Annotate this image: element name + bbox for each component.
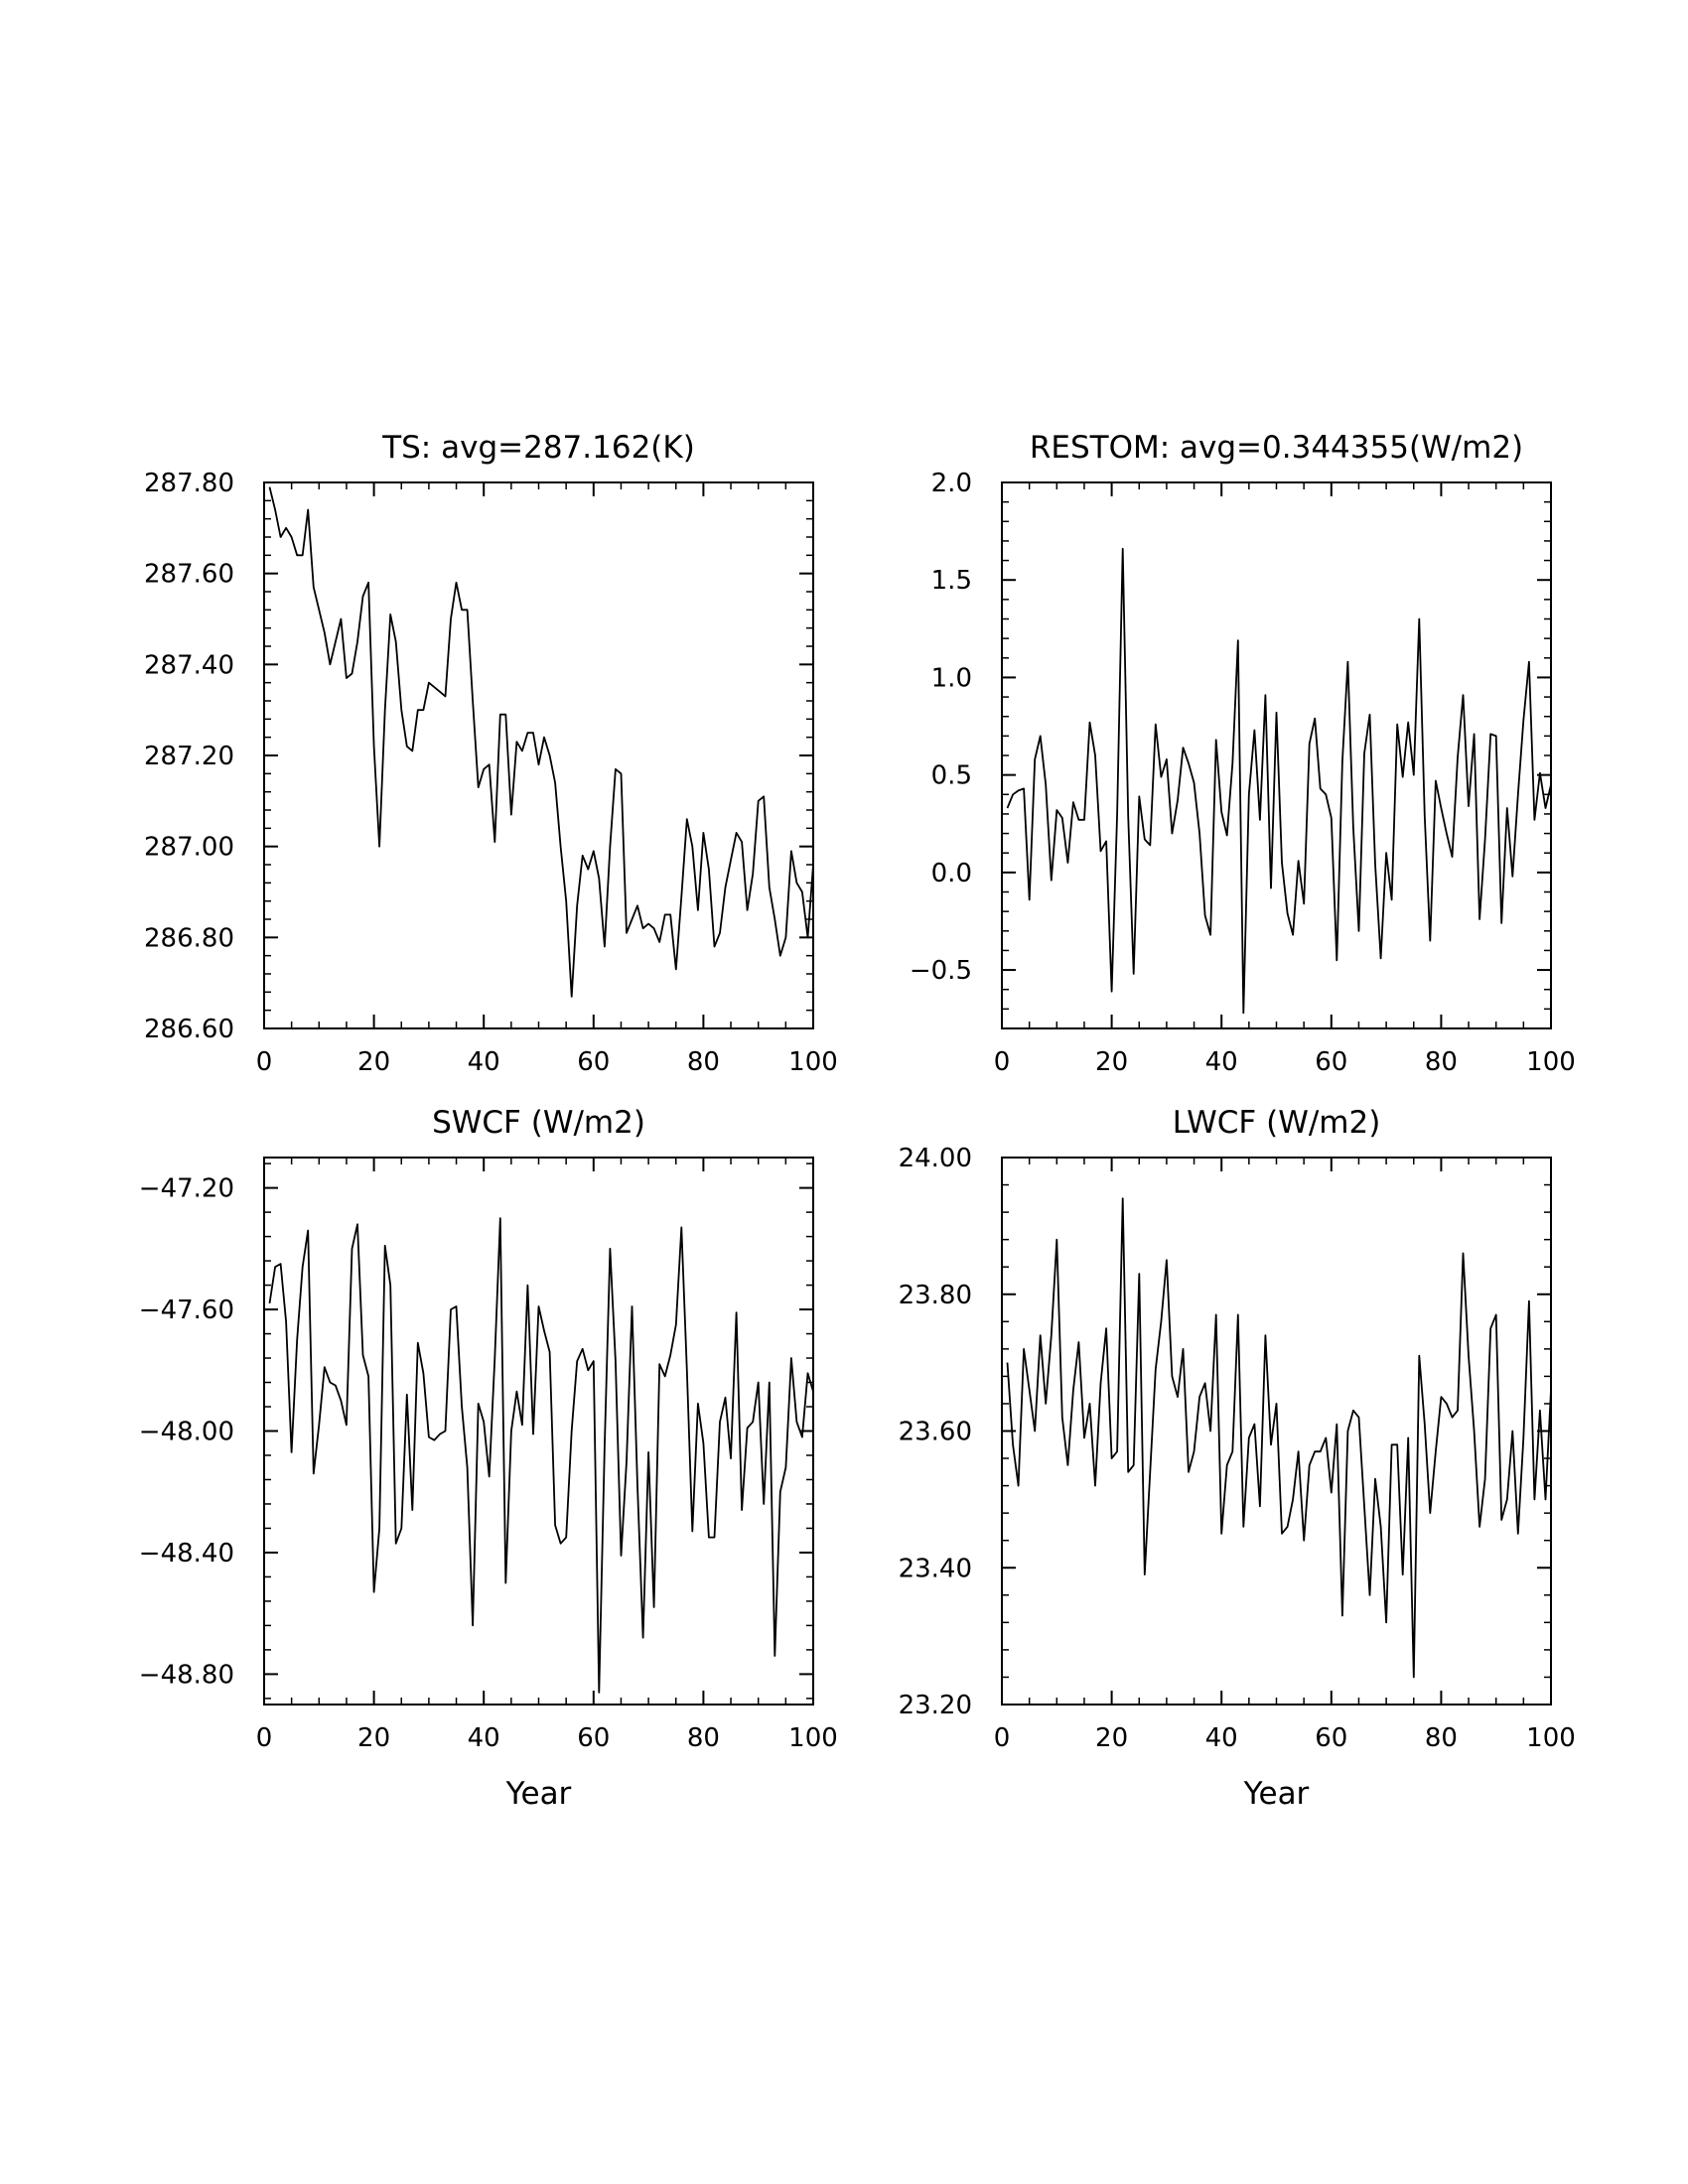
ts-plot-frame	[263, 481, 814, 1029]
swcf-xtick-label: 60	[577, 1723, 610, 1753]
restom-xtick-label: 100	[1526, 1047, 1576, 1077]
lwcf-xtick-label: 100	[1526, 1723, 1576, 1753]
lwcf-ytick-label: 23.80	[899, 1281, 972, 1310]
lwcf-xtick-label: 80	[1425, 1723, 1458, 1753]
swcf-xlabel: Year	[505, 1776, 572, 1812]
lwcf-xtick-label: 0	[994, 1723, 1011, 1753]
lwcf-xtick-label: 20	[1095, 1723, 1128, 1753]
swcf-ytick-label: −48.00	[139, 1418, 234, 1447]
restom-ytick-label: 1.5	[931, 566, 972, 596]
ts-ytick-label: 287.80	[144, 469, 234, 498]
ts-xtick-label: 60	[577, 1047, 610, 1077]
lwcf-ytick-label: 24.00	[899, 1144, 972, 1173]
restom-ytick-label: 2.0	[931, 469, 972, 498]
swcf-ytick-label: −47.20	[139, 1174, 234, 1204]
restom-plot-frame	[1001, 481, 1552, 1029]
lwcf-ytick-label: 23.40	[899, 1554, 972, 1583]
ts-xtick-label: 40	[468, 1047, 500, 1077]
ts-ytick-label: 287.40	[144, 650, 234, 680]
swcf-xtick-label: 20	[357, 1723, 390, 1753]
restom-ytick-label: 0.5	[931, 761, 972, 791]
swcf-series-line	[268, 1217, 814, 1694]
restom-ytick-label: −0.5	[910, 956, 972, 986]
ts-ytick-label: 287.20	[144, 742, 234, 771]
ts-ytick-label: 286.60	[144, 1015, 234, 1044]
restom-ytick-label: 1.0	[931, 663, 972, 693]
ts-series-line	[268, 486, 814, 998]
lwcf-ytick-label: 23.60	[899, 1418, 972, 1447]
swcf-ytick-label: −48.80	[139, 1660, 234, 1690]
ts-xtick-label: 0	[256, 1047, 273, 1077]
restom-xtick-label: 40	[1205, 1047, 1238, 1077]
swcf-xtick-label: 0	[256, 1723, 273, 1753]
swcf-panel: SWCF (W/m2) Year 0 20 40 60 80 100 −48.80 −48.4…	[139, 1105, 838, 1812]
swcf-xtick-label: 40	[468, 1723, 500, 1753]
ts-xtick-label: 80	[687, 1047, 720, 1077]
lwcf-title: LWCF (W/m2)	[1173, 1105, 1381, 1141]
swcf-xtick-label: 100	[788, 1723, 838, 1753]
ts-title: TS: avg=287.162(K)	[381, 430, 695, 466]
swcf-ytick-label: −48.40	[139, 1539, 234, 1569]
restom-title: RESTOM: avg=0.344355(W/m2)	[1030, 430, 1523, 466]
lwcf-series-line	[1006, 1197, 1552, 1679]
restom-xtick-label: 60	[1315, 1047, 1347, 1077]
swcf-plot-frame	[263, 1157, 814, 1706]
lwcf-xtick-label: 60	[1315, 1723, 1347, 1753]
restom-xtick-label: 0	[994, 1047, 1011, 1077]
ts-panel: TS: avg=287.162(K) 0 20 40 60 80 100 286.60 286…	[144, 430, 838, 1077]
ts-ytick-label: 286.80	[144, 923, 234, 953]
lwcf-panel: LWCF (W/m2) Year 0 20 40 60 80 100 23.20 23.40 2…	[899, 1105, 1576, 1812]
lwcf-xtick-label: 40	[1205, 1723, 1238, 1753]
lwcf-xlabel: Year	[1243, 1776, 1310, 1812]
ts-xtick-label: 20	[357, 1047, 390, 1077]
ts-ytick-label: 287.00	[144, 833, 234, 863]
ts-ytick-label: 287.60	[144, 560, 234, 590]
swcf-title: SWCF (W/m2)	[432, 1105, 645, 1141]
restom-xtick-label: 20	[1095, 1047, 1128, 1077]
restom-series-line	[1006, 547, 1552, 1015]
lwcf-ytick-label: 23.20	[899, 1691, 972, 1720]
swcf-ytick-label: −47.60	[139, 1296, 234, 1325]
restom-xtick-label: 80	[1425, 1047, 1458, 1077]
restom-ytick-label: 0.0	[931, 859, 972, 888]
ts-xtick-label: 100	[788, 1047, 838, 1077]
restom-panel: RESTOM: avg=0.344355(W/m2) 0 20 40 60 80 100 −…	[910, 430, 1576, 1077]
swcf-xtick-label: 80	[687, 1723, 720, 1753]
